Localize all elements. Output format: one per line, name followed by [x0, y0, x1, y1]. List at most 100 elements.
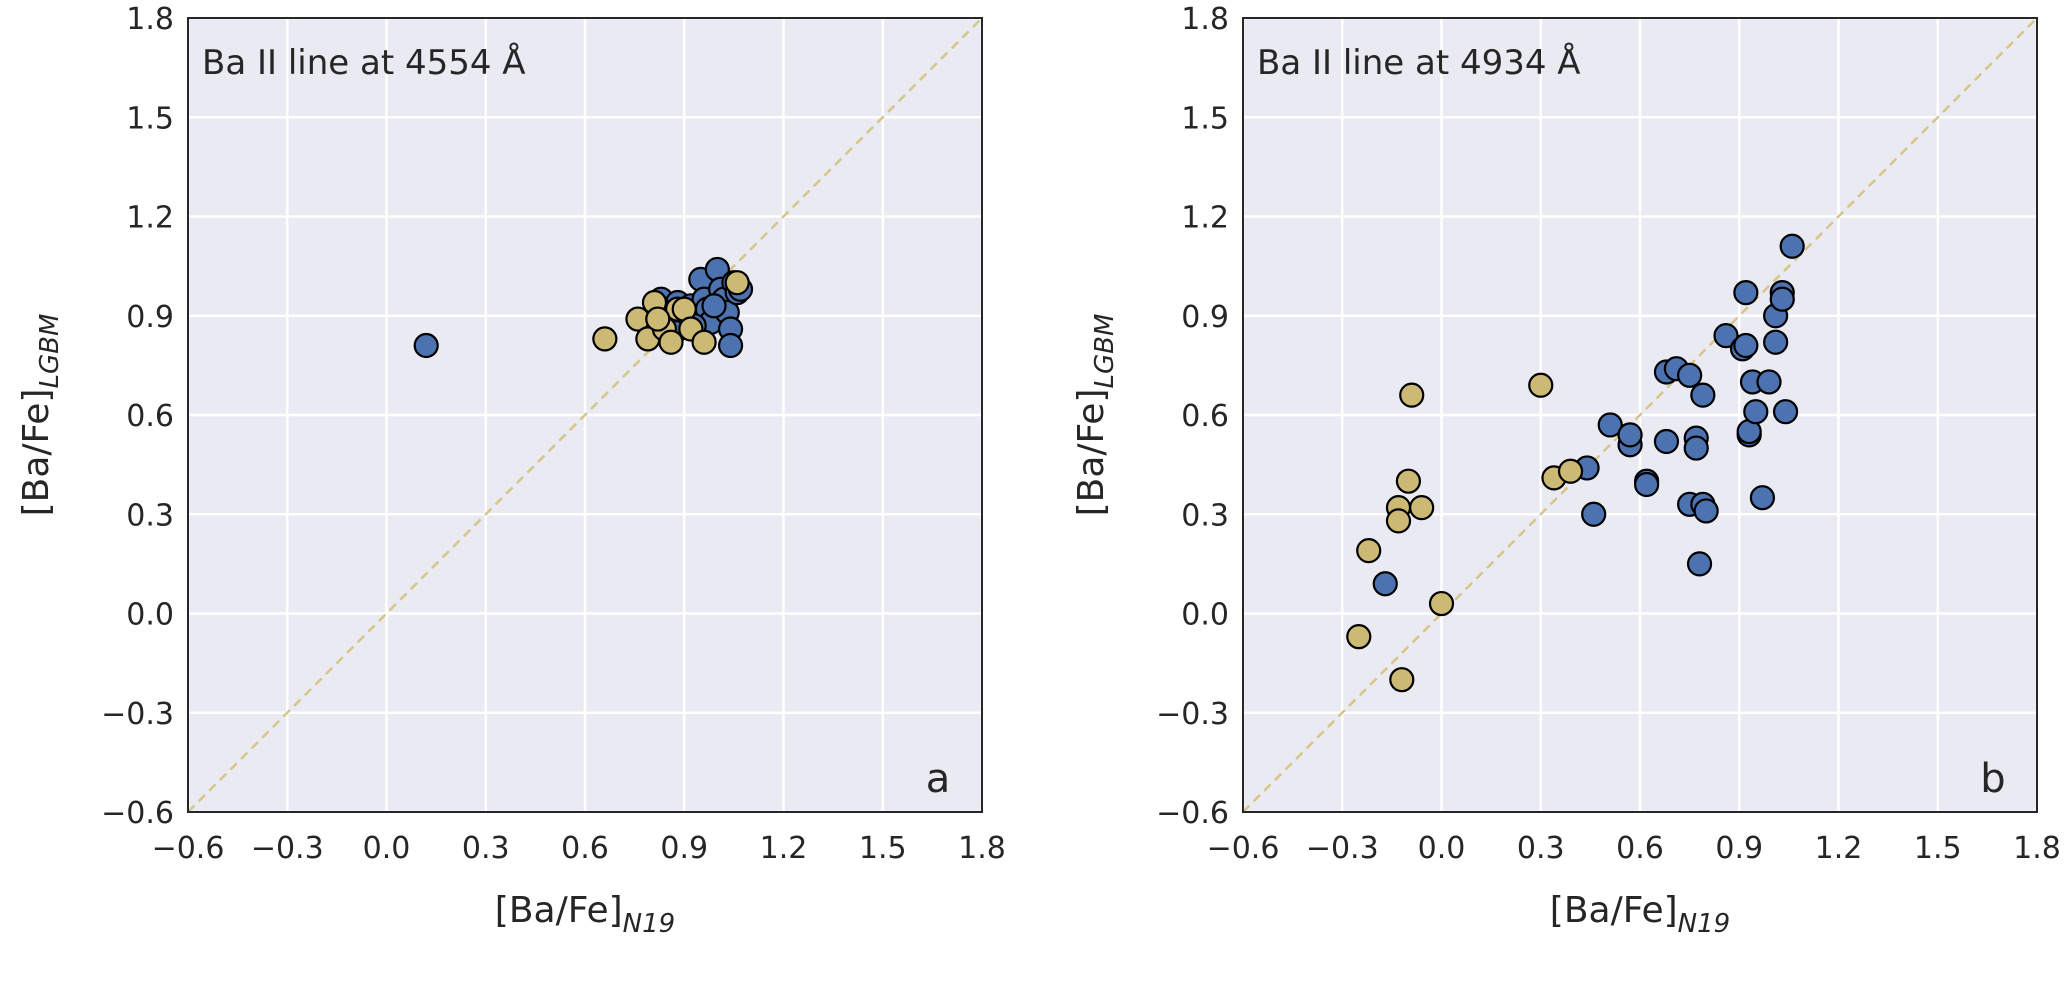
identity-line — [1242, 17, 2038, 813]
x-tick-label: 0.6 — [561, 831, 609, 866]
y-tick-label: 1.2 — [1181, 201, 1229, 236]
panel-a: −0.6 −0.3 0.0 0.3 0.6 0.9 1.2 1.5 1.8 −0.6 −0.3 0.… — [16, 2, 1006, 939]
x-tick-label: 0.3 — [1517, 831, 1565, 866]
scatter-point-blue — [1779, 233, 1805, 259]
x-axis-label-sub: N19 — [623, 909, 676, 939]
y-tick-label: 0.6 — [126, 399, 174, 434]
y-tick-labels: −0.6 −0.3 0.0 0.3 0.6 0.9 1.2 1.5 1.8 — [1156, 2, 1229, 831]
y-tick-label: −0.6 — [101, 796, 174, 831]
y-tick-label: 0.9 — [1181, 300, 1229, 335]
scatter-point-gold — [1399, 382, 1425, 408]
line-annotation: Ba II line at 4934 Å — [1257, 42, 1581, 83]
scatter-point-blue — [1634, 471, 1660, 498]
plot-frame — [187, 17, 983, 813]
scatter-point-gold — [1385, 508, 1412, 534]
x-axis-label-sub: N19 — [1678, 909, 1731, 939]
scatter-point-gold — [1428, 590, 1455, 617]
y-tick-label: 1.5 — [1181, 101, 1229, 136]
x-tick-labels: −0.6 −0.3 0.0 0.3 0.6 0.9 1.2 1.5 1.8 — [1207, 831, 2061, 866]
scatter-point-blue — [1749, 485, 1776, 511]
y-axis-label-sub: LGBM — [35, 314, 65, 389]
scatter-point-blue — [1772, 399, 1799, 425]
y-axis-label: [Ba/Fe]LGBM — [1071, 314, 1120, 517]
scatter-point-blue — [1677, 362, 1703, 388]
scatter-point-blue — [1683, 435, 1709, 461]
x-axis-label-main: [Ba/Fe] — [1550, 890, 1678, 931]
panel-label: b — [1980, 756, 2005, 802]
data-points — [413, 256, 754, 359]
scatter-point-gold — [1356, 538, 1382, 564]
x-axis-label: [Ba/Fe]N19 — [495, 890, 675, 939]
x-tick-label: 0.3 — [462, 831, 510, 866]
y-axis-label-main: [Ba/Fe] — [1071, 389, 1112, 517]
y-tick-label: −0.3 — [101, 697, 174, 732]
x-tick-label: 1.8 — [958, 831, 1006, 866]
scatter-point-blue — [1693, 498, 1719, 524]
y-tick-label: 1.5 — [126, 101, 174, 136]
scatter-point-blue — [717, 332, 744, 359]
scatter-point-blue — [1713, 323, 1739, 349]
scatter-point-blue — [1763, 329, 1789, 355]
y-axis-label-main: [Ba/Fe] — [16, 389, 57, 517]
scatter-point-gold — [1346, 624, 1372, 650]
y-tick-label: 0.9 — [126, 300, 174, 335]
scatter-point-gold — [691, 329, 717, 355]
x-tick-label: −0.6 — [1207, 831, 1280, 866]
x-axis-label-main: [Ba/Fe] — [495, 890, 623, 931]
x-tick-label: −0.6 — [152, 831, 225, 866]
x-tick-label: 1.2 — [1815, 831, 1863, 866]
y-tick-label: 0.3 — [126, 498, 174, 533]
x-tick-label: 1.2 — [760, 831, 808, 866]
x-tick-label: 0.9 — [660, 831, 708, 866]
identity-line — [187, 17, 983, 813]
scatter-point-gold — [724, 270, 750, 296]
scatter-point-blue — [1769, 286, 1795, 312]
scatter-point-gold — [1389, 667, 1415, 693]
panel-b: −0.6 −0.3 0.0 0.3 0.6 0.9 1.2 1.5 1.8 −0.6 −0.3 0.… — [1071, 2, 2061, 939]
scatter-point-gold — [645, 306, 671, 332]
scatter-point-blue — [1756, 369, 1782, 395]
panel-label: a — [926, 756, 951, 802]
y-tick-label: 0.6 — [1181, 399, 1229, 434]
scatter-point-gold — [592, 326, 618, 352]
y-tick-label: −0.3 — [1156, 697, 1229, 732]
data-points — [1346, 233, 1805, 693]
y-tick-label: 0.3 — [1181, 498, 1229, 533]
scatter-point-blue — [1653, 428, 1680, 455]
y-tick-labels: −0.6 −0.3 0.0 0.3 0.6 0.9 1.2 1.5 1.8 — [101, 2, 174, 831]
scatter-point-blue — [1581, 501, 1607, 527]
scatter-point-blue — [1690, 382, 1716, 408]
x-tick-label: 0.6 — [1616, 831, 1664, 866]
x-tick-labels: −0.6 −0.3 0.0 0.3 0.6 0.9 1.2 1.5 1.8 — [152, 831, 1006, 866]
x-axis-label: [Ba/Fe]N19 — [1550, 890, 1730, 939]
scatter-point-blue — [1743, 399, 1769, 425]
line-annotation: Ba II line at 4554 Å — [202, 42, 526, 83]
scatter-point-blue — [1686, 551, 1713, 577]
y-axis-label: [Ba/Fe]LGBM — [16, 314, 65, 517]
x-tick-label: 1.8 — [2013, 831, 2061, 866]
scatter-point-blue — [1733, 332, 1759, 359]
y-tick-label: 0.0 — [1181, 598, 1229, 633]
scatter-point-blue — [701, 293, 727, 319]
y-axis-label-sub: LGBM — [1090, 314, 1120, 389]
scatter-point-blue — [1617, 422, 1643, 448]
scatter-point-blue — [1733, 279, 1759, 306]
y-tick-label: 1.8 — [1181, 2, 1229, 37]
y-tick-label: 1.2 — [126, 201, 174, 236]
scatter-point-blue — [1597, 412, 1623, 438]
x-tick-label: −0.3 — [251, 831, 324, 866]
scatter-point-gold — [1557, 458, 1584, 484]
scatter-point-blue — [413, 332, 439, 359]
x-tick-label: 0.0 — [363, 831, 411, 866]
x-tick-label: 1.5 — [1914, 831, 1962, 866]
scatter-point-gold — [1395, 468, 1422, 494]
scatter-point-gold — [1409, 495, 1435, 521]
y-tick-label: −0.6 — [1156, 796, 1229, 831]
plot-frame — [1242, 17, 2038, 813]
x-tick-label: 0.9 — [1715, 831, 1763, 866]
y-tick-label: 0.0 — [126, 598, 174, 633]
x-tick-label: 0.0 — [1418, 831, 1466, 866]
x-tick-label: −0.3 — [1306, 831, 1379, 866]
scatter-point-gold — [658, 329, 684, 355]
